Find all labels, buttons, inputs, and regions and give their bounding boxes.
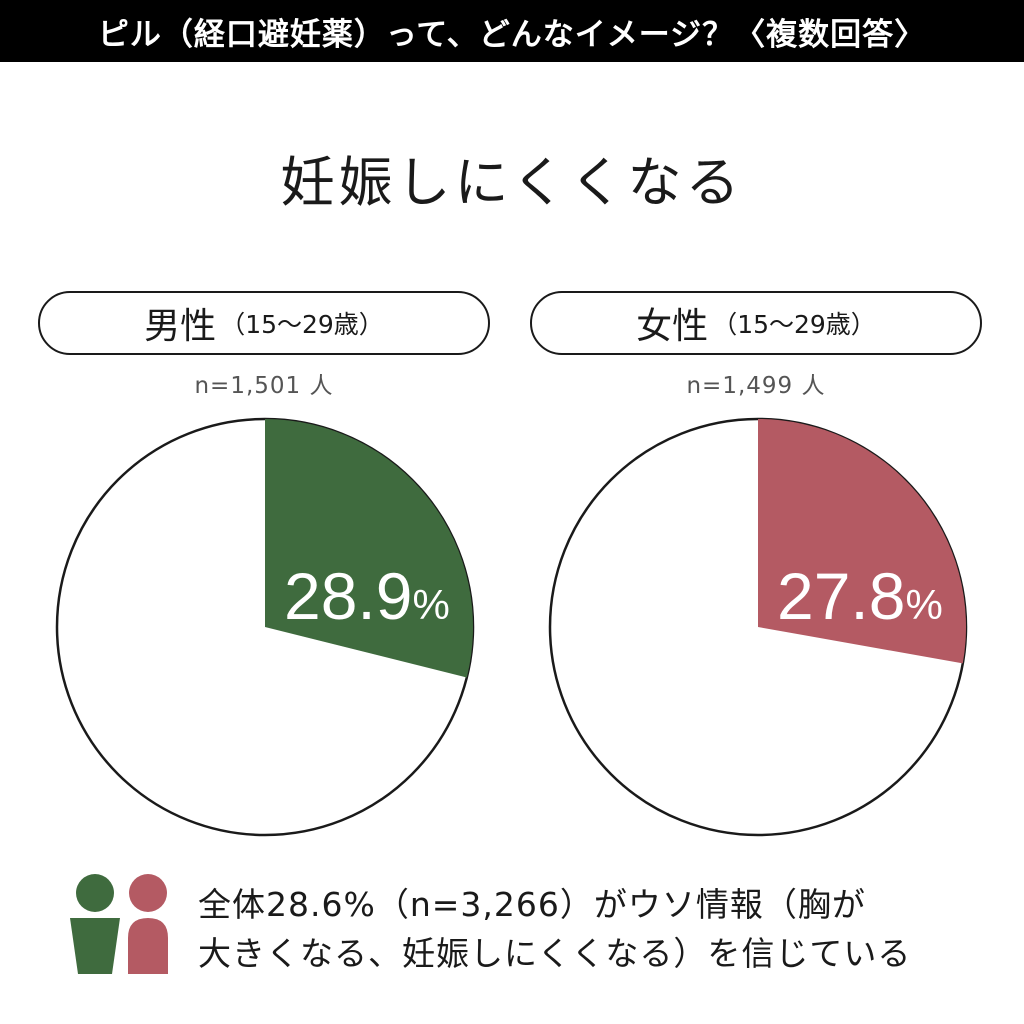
female-sample-size: n=1,499 人 — [686, 373, 826, 399]
header-banner-text: ピル（経口避妊薬）って、どんなイメージ？〈複数回答〉 — [97, 16, 927, 53]
male-group-label: 男性 （15〜29歳） — [38, 291, 490, 355]
footer-line-1: 全体28.6%（n=3,266）がウソ情報（胸が — [198, 885, 866, 924]
female-age-label: （15〜29歳） — [712, 310, 876, 339]
male-pie-chart: 28.9% — [55, 417, 475, 837]
footer-line-2: 大きくなる、妊娠しにくくなる）を信じている — [198, 934, 912, 973]
male-person-body — [70, 918, 120, 974]
header-banner: ピル（経口避妊薬）って、どんなイメージ？〈複数回答〉 — [0, 0, 1024, 62]
female-person-body — [128, 918, 168, 974]
female-person-head — [129, 874, 167, 912]
male-sample-size: n=1,501 人 — [194, 373, 334, 399]
male-person-icon — [70, 874, 120, 974]
male-percent-sign: % — [412, 581, 449, 628]
female-pie-slice — [758, 419, 966, 664]
male-gender-label: 男性 — [144, 306, 217, 347]
male-age-label: （15〜29歳） — [220, 310, 384, 339]
male-person-head — [76, 874, 114, 912]
female-percent-value: 27.8 — [777, 559, 905, 633]
female-person-icon — [128, 874, 168, 974]
female-percent-label: 27.8% — [777, 559, 943, 633]
female-group-label: 女性 （15〜29歳） — [530, 291, 982, 355]
page-title: 妊娠しにくくなる — [280, 151, 744, 214]
footer-summary: 全体28.6%（n=3,266）がウソ情報（胸が 大きくなる、妊娠しにくくなる）… — [198, 880, 998, 978]
female-pie-chart: 27.8% — [548, 417, 968, 837]
male-percent-value: 28.9 — [284, 559, 412, 633]
male-pie-slice — [265, 419, 474, 678]
female-percent-sign: % — [905, 581, 942, 628]
female-gender-label: 女性 — [636, 306, 709, 347]
male-percent-label: 28.9% — [284, 559, 450, 633]
